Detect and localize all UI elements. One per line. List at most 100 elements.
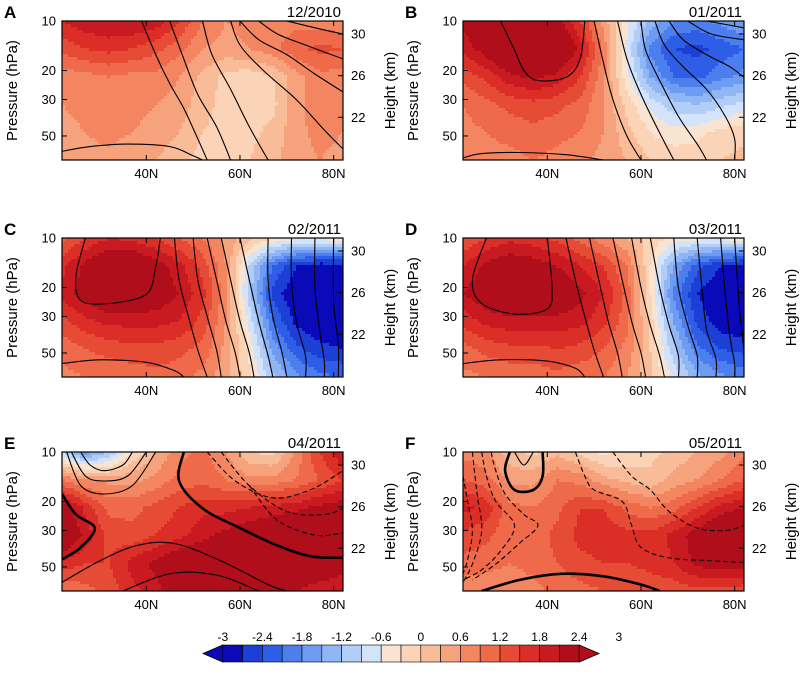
heatmap-cell <box>62 102 66 106</box>
heatmap-cell <box>80 57 84 61</box>
heatmap-cell <box>92 105 96 109</box>
heatmap-cell <box>116 138 120 142</box>
heatmap-cell <box>161 57 165 61</box>
heatmap-cell <box>224 63 228 67</box>
heatmap-cell <box>469 30 473 34</box>
heatmap-cell <box>122 99 126 103</box>
heatmap-cell <box>218 57 222 61</box>
heatmap-cell <box>173 114 177 118</box>
heatmap-cell <box>80 21 84 25</box>
heatmap-cell <box>281 60 285 64</box>
heatmap-cell <box>499 27 503 31</box>
heatmap-cell <box>164 147 168 151</box>
heatmap-cell <box>260 114 264 118</box>
heatmap-cell <box>194 57 198 61</box>
heatmap-cell <box>188 102 192 106</box>
heatmap-cell <box>257 135 261 139</box>
heatmap-cell <box>98 57 102 61</box>
heatmap-cell <box>92 36 96 40</box>
heatmap-cell <box>113 84 117 88</box>
heatmap-cell <box>685 33 689 37</box>
heatmap-cell <box>125 87 129 91</box>
heatmap-cell <box>197 42 201 46</box>
heatmap-cell <box>260 48 264 52</box>
heatmap-cell <box>83 39 87 43</box>
heatmap-cell <box>134 27 138 31</box>
heatmap-cell <box>673 33 677 37</box>
heatmap-cell <box>77 99 81 103</box>
heatmap-cell <box>203 96 207 100</box>
heatmap-cell <box>86 24 90 28</box>
heatmap-cell <box>326 75 330 79</box>
heatmap-cell <box>215 147 219 151</box>
heatmap-cell <box>203 39 207 43</box>
heatmap-cell <box>116 54 120 58</box>
heatmap-cell <box>77 45 81 49</box>
y-tick-label-right: 22 <box>351 110 365 125</box>
heatmap-cell <box>649 33 653 37</box>
heatmap-cell <box>191 24 195 28</box>
heatmap-cell <box>308 123 312 127</box>
heatmap-cell <box>278 105 282 109</box>
heatmap-cell <box>284 150 288 154</box>
heatmap-cell <box>697 33 701 37</box>
heatmap-cell <box>257 132 261 136</box>
heatmap-cell <box>610 24 614 28</box>
heatmap-cell <box>212 135 216 139</box>
heatmap-cell <box>215 99 219 103</box>
heatmap-cell <box>116 72 120 76</box>
heatmap-cell <box>463 24 467 28</box>
heatmap-cell <box>146 144 150 148</box>
heatmap-cell <box>221 99 225 103</box>
heatmap-cell <box>601 33 605 37</box>
heatmap-cell <box>119 129 123 133</box>
heatmap-cell <box>119 75 123 79</box>
heatmap-cell <box>269 72 273 76</box>
heatmap-cell <box>320 120 324 124</box>
heatmap-cell <box>137 99 141 103</box>
heatmap-cell <box>604 36 608 40</box>
heatmap-cell <box>329 123 333 127</box>
heatmap-cell <box>110 69 114 73</box>
heatmap-cell <box>215 48 219 52</box>
heatmap-cell <box>257 144 261 148</box>
heatmap-cell <box>98 72 102 76</box>
heatmap-cell <box>224 81 228 85</box>
heatmap-cell <box>341 150 343 154</box>
heatmap-cell <box>281 153 285 157</box>
heatmap-cell <box>326 123 330 127</box>
heatmap-cell <box>101 81 105 85</box>
heatmap-cell <box>308 78 312 82</box>
heatmap-cell <box>526 33 530 37</box>
heatmap-cell <box>667 33 671 37</box>
heatmap-cell <box>161 123 165 127</box>
heatmap-cell <box>62 99 66 103</box>
heatmap-cell <box>311 126 315 130</box>
heatmap-cell <box>65 33 69 37</box>
heatmap-cell <box>146 36 150 40</box>
heatmap-cell <box>128 156 132 160</box>
heatmap-cell <box>266 117 270 121</box>
heatmap-cell <box>74 126 78 130</box>
heatmap-cell <box>149 69 153 73</box>
heatmap-cell <box>206 81 210 85</box>
heatmap-cell <box>89 141 93 145</box>
heatmap-cell <box>122 93 126 97</box>
heatmap-cell <box>122 75 126 79</box>
heatmap-cell <box>284 66 288 70</box>
heatmap-cell <box>131 153 135 157</box>
heatmap-cell <box>110 156 114 160</box>
heatmap-cell <box>284 153 288 157</box>
heatmap-cell <box>326 33 330 37</box>
heatmap-cell <box>254 120 258 124</box>
heatmap-cell <box>251 84 255 88</box>
heatmap-cell <box>233 87 237 91</box>
heatmap-cell <box>173 105 177 109</box>
heatmap-cell <box>218 51 222 55</box>
heatmap-cell <box>293 87 297 91</box>
heatmap-cell <box>110 39 114 43</box>
heatmap-cell <box>92 24 96 28</box>
heatmap-cell <box>302 123 306 127</box>
y-axis-label-left: Pressure (hPa) <box>4 40 21 141</box>
heatmap-cell <box>161 120 165 124</box>
